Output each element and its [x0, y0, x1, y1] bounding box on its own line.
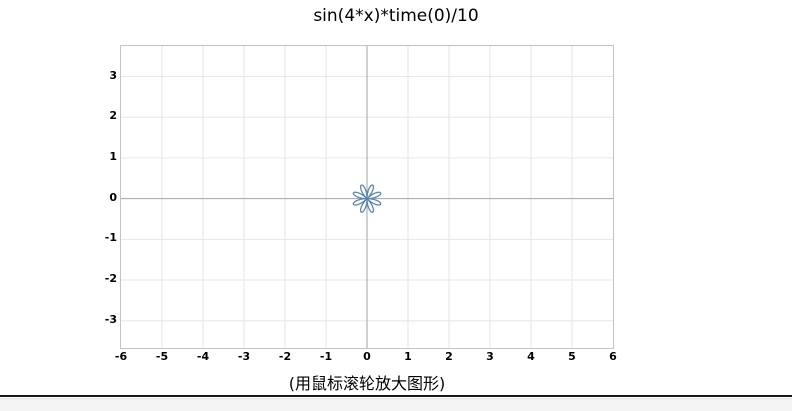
x-tick-label: 4 [527, 350, 535, 363]
y-tick-label: 3 [109, 68, 117, 82]
polar-rose-chart[interactable] [121, 46, 613, 348]
bottom-divider [0, 395, 792, 397]
x-tick-label: -5 [155, 350, 169, 363]
x-tick-label: -1 [319, 350, 333, 363]
plot-title-cutoff: Polar Plot [0, 0, 792, 4]
x-tick-label: -4 [196, 350, 210, 363]
x-tick-label: -2 [278, 350, 292, 363]
zoom-hint-caption: (用鼠标滚轮放大图形) [288, 374, 446, 393]
x-tick-label: 2 [445, 350, 453, 363]
x-tick-label: 6 [609, 350, 617, 363]
x-tick-label: -6 [114, 350, 128, 363]
x-tick-label: 5 [568, 350, 576, 363]
y-tick-label: 0 [109, 190, 117, 204]
y-tick-label: 2 [109, 109, 117, 123]
x-tick-label: 0 [363, 350, 371, 363]
rose-curve [352, 184, 382, 213]
x-tick-label: 1 [404, 350, 412, 363]
plot-subtitle-equation: sin(4*x)*time(0)/10 [313, 6, 479, 26]
y-tick-label: -1 [104, 231, 117, 245]
x-tick-label: -3 [237, 350, 251, 363]
y-tick-label: -3 [104, 312, 117, 326]
y-tick-label: 1 [109, 149, 117, 163]
plot-area[interactable] [120, 45, 614, 349]
footer-bar [0, 398, 792, 411]
x-tick-label: 3 [486, 350, 494, 363]
y-tick-label: -2 [104, 272, 117, 286]
